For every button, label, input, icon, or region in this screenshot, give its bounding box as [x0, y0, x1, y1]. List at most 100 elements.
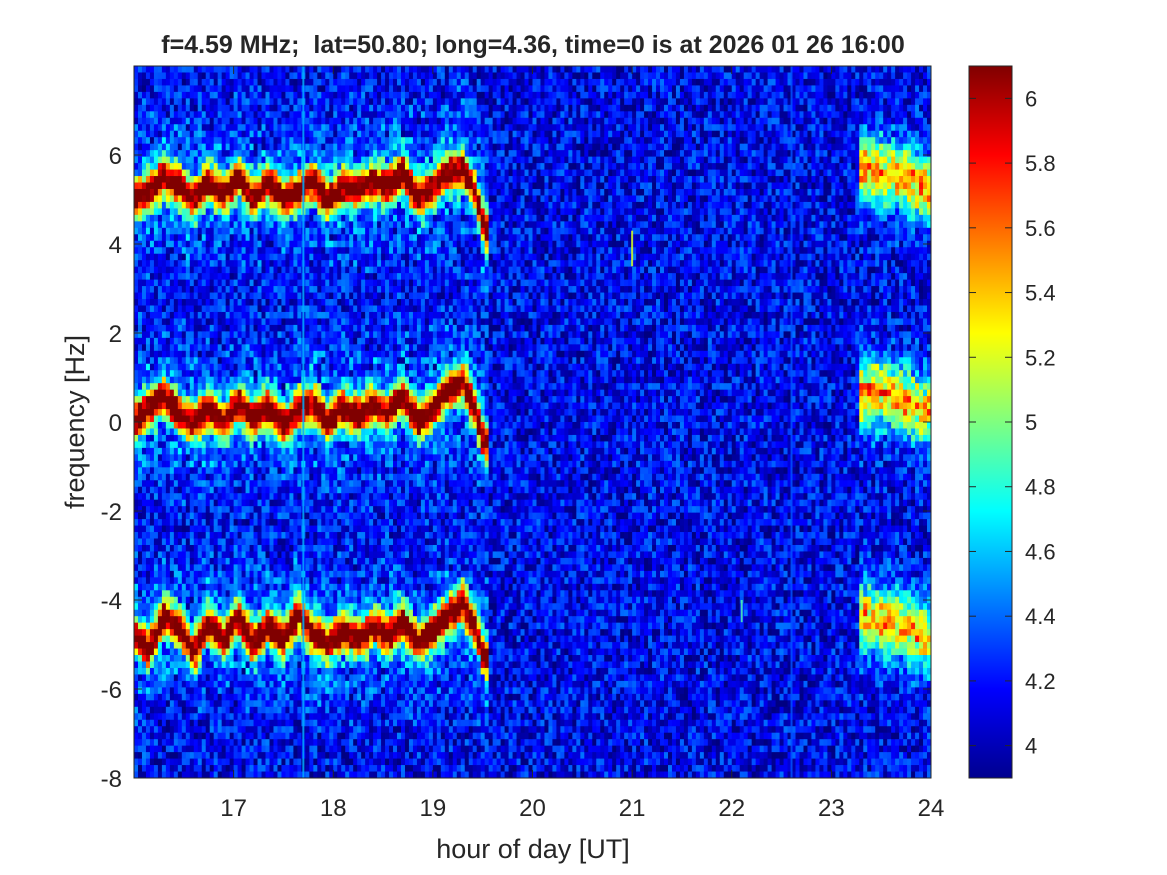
heatmap-cell [277, 609, 282, 617]
heatmap-cell [237, 428, 242, 436]
heatmap-cell [205, 512, 211, 520]
heatmap-cell [185, 415, 191, 423]
heatmap-cell [281, 305, 286, 313]
heatmap-cell [197, 104, 203, 112]
heatmap-cell [221, 493, 227, 501]
heatmap-cell [249, 661, 254, 669]
heatmap-cell [165, 629, 171, 636]
heatmap-cell [277, 240, 282, 248]
heatmap-cell [261, 486, 266, 494]
heatmap-cell [245, 512, 250, 520]
heatmap-cell [289, 706, 294, 714]
heatmap-cell [181, 493, 187, 501]
heatmap-cell [201, 616, 207, 624]
heatmap-cell [293, 104, 298, 112]
heatmap-cell [197, 622, 203, 630]
heatmap-cell [265, 188, 270, 196]
heatmap-cell [165, 234, 171, 242]
heatmap-cell [157, 752, 163, 759]
heatmap-cell [189, 538, 195, 546]
heatmap-cell [281, 85, 286, 93]
heatmap-cell [185, 765, 191, 772]
heatmap-cell [285, 91, 290, 99]
heatmap-cell [201, 635, 207, 643]
heatmap-cell [165, 454, 171, 462]
heatmap-cell [225, 286, 231, 293]
heatmap-cell [293, 739, 298, 747]
heatmap-cell [245, 402, 250, 410]
heatmap-cell [157, 719, 163, 727]
heatmap-cell [305, 706, 310, 714]
heatmap-cell [213, 195, 219, 203]
heatmap-cell [293, 732, 298, 740]
heatmap-cell [257, 557, 262, 565]
heatmap-cell [181, 299, 187, 306]
heatmap-cell [169, 182, 175, 190]
heatmap-cell [249, 72, 254, 80]
heatmap-cell [189, 467, 195, 475]
heatmap-cell [277, 752, 282, 759]
heatmap-cell [305, 78, 310, 86]
heatmap-cell [157, 499, 163, 507]
heatmap-cell [313, 176, 318, 183]
heatmap-cell [165, 273, 171, 280]
heatmap-cell [305, 519, 310, 526]
heatmap-cell [209, 441, 215, 449]
heatmap-cell [265, 674, 270, 682]
heatmap-cell [177, 564, 183, 572]
heatmap-cell [165, 467, 171, 475]
heatmap-cell [141, 383, 147, 391]
heatmap-cell [177, 713, 183, 721]
heatmap-cell [289, 253, 294, 261]
heatmap-cell [141, 493, 147, 501]
heatmap-cell [253, 305, 258, 313]
heatmap-cell [257, 98, 262, 106]
heatmap-cell [225, 402, 231, 410]
heatmap-cell [145, 752, 151, 759]
heatmap-cell [273, 648, 278, 656]
heatmap-cell [177, 609, 183, 617]
heatmap-cell [229, 551, 235, 559]
heatmap-cell [157, 739, 163, 747]
heatmap-cell [177, 726, 183, 734]
heatmap-cell [261, 176, 266, 183]
heatmap-cell [289, 422, 294, 429]
heatmap-cell [309, 143, 314, 151]
heatmap-cell [145, 493, 151, 501]
heatmap-cell [165, 350, 171, 358]
heatmap-cell [305, 486, 310, 494]
heatmap-cell [297, 331, 302, 339]
heatmap-cell [153, 629, 159, 636]
heatmap-cell [161, 305, 167, 313]
heatmap-cell [149, 771, 155, 779]
heatmap-cell [149, 182, 155, 190]
heatmap-cell [285, 201, 290, 209]
heatmap-cell [285, 188, 290, 196]
heatmap-cell [197, 130, 203, 138]
heatmap-cell [245, 130, 250, 138]
heatmap-cell [229, 655, 235, 662]
heatmap-cell [225, 422, 231, 429]
heatmap-cell [257, 648, 262, 656]
heatmap-cell [165, 596, 171, 604]
heatmap-cell [197, 208, 203, 216]
heatmap-cell [281, 758, 286, 766]
heatmap-cell [177, 693, 183, 701]
heatmap-cell [141, 337, 147, 345]
heatmap-cell [145, 506, 151, 514]
heatmap-cell [193, 163, 199, 170]
heatmap-cell [161, 506, 167, 514]
heatmap-cell [285, 713, 290, 721]
heatmap-cell [289, 622, 294, 630]
heatmap-cell [269, 234, 274, 242]
heatmap-cell [269, 389, 274, 397]
heatmap-cell [261, 104, 266, 112]
heatmap-cell [241, 428, 246, 436]
heatmap-cell [217, 98, 223, 106]
heatmap-cell [157, 344, 163, 352]
heatmap-cell [185, 454, 191, 462]
heatmap-cell [305, 713, 310, 721]
heatmap-cell [277, 169, 282, 177]
heatmap-cell [205, 538, 211, 546]
heatmap-cell [313, 266, 318, 274]
